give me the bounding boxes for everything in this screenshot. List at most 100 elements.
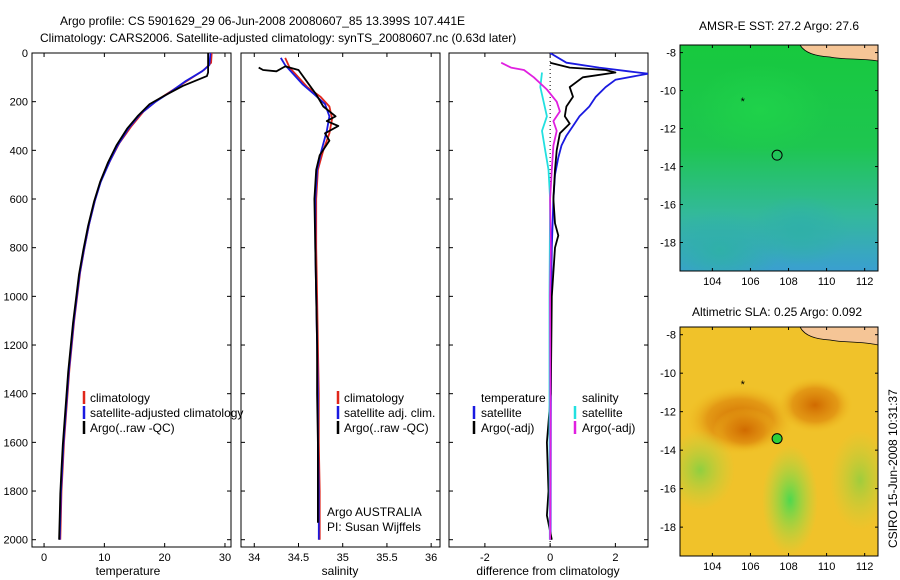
x-tick-label: 10 [98, 552, 110, 564]
legend-label-argo: Argo(..raw -QC) [344, 421, 429, 435]
legend-title-temperature: temperature [481, 391, 546, 405]
header-line-2: Climatology: CARS2006. Satellite-adjuste… [40, 31, 516, 45]
sla-high-patch [713, 408, 777, 452]
map-y-tick-label: -8 [666, 330, 676, 342]
map-y-tick-label: -16 [660, 200, 676, 212]
x-tick-label: 36 [425, 552, 437, 564]
sla-map-title: Altimetric SLA: 0.25 Argo: 0.092 [692, 305, 862, 319]
x-tick-label: -2 [480, 552, 490, 564]
sla-low-patch [680, 430, 735, 510]
depth-tick-label: 1200 [4, 340, 28, 352]
sla-map-field [680, 327, 878, 556]
sla-map-markers: * [741, 379, 783, 445]
depth-tick-label: 1600 [4, 437, 28, 449]
salinity-series [258, 57, 340, 540]
salinity-xlabel: salinity [322, 564, 359, 578]
series-line-temperature-satellite [549, 53, 648, 540]
legend-label-satellite: satellite adj. clim. [344, 406, 435, 420]
map-x-tick-label: 104 [703, 561, 721, 573]
difference-series [500, 53, 648, 540]
map-x-tick-label: 106 [741, 276, 759, 288]
depth-tick-label: 1800 [4, 486, 28, 498]
map-x-tick-label: 110 [818, 276, 836, 288]
depth-tick-label: 800 [10, 243, 28, 255]
float-start-marker: * [741, 96, 746, 108]
legend-label-argo: Argo(..raw -QC) [90, 421, 175, 435]
x-tick-label: 30 [219, 552, 231, 564]
series-line-salinity-argo-adj [500, 61, 561, 540]
temperature-x-axis: 0 10 20 30 [41, 53, 231, 564]
sla-map-frame [679, 326, 879, 557]
x-tick-label: 20 [159, 552, 171, 564]
land-mass [799, 327, 878, 346]
sst-map-field [680, 45, 878, 271]
legend-label-satellite: satellite-adjusted climatology [90, 406, 243, 420]
depth-tick-label: 600 [10, 194, 28, 206]
legend-label-climatology: climatology [90, 391, 150, 405]
temperature-legend: climatology satellite-adjusted climatolo… [82, 391, 243, 435]
salinity-plot-frame [240, 52, 441, 548]
depth-tick-label: 400 [10, 145, 28, 157]
map-x-tick-label: 110 [818, 561, 836, 573]
difference-xlabel: difference from climatology [476, 564, 619, 578]
series-line-climatology [284, 57, 333, 540]
legend-label-temp-argo: Argo(-adj) [481, 421, 534, 435]
x-tick-label: 34 [248, 552, 260, 564]
series-line-argo-raw-qc [58, 53, 209, 540]
map-x-tick-label: 112 [856, 276, 874, 288]
depth-tick-label: 2000 [4, 535, 28, 547]
salinity-legend: climatology satellite adj. clim. Argo(..… [327, 391, 435, 534]
sst-map-markers: * [741, 96, 783, 161]
profile-location-marker [771, 433, 783, 445]
map-y-tick-label: -18 [660, 238, 676, 250]
sla-high-patch [777, 377, 853, 433]
land-mass [799, 45, 878, 62]
x-tick-label: 35.5 [376, 552, 397, 564]
legend-title-salinity: salinity [582, 391, 619, 405]
map-y-tick-label: -14 [660, 445, 676, 457]
legend-label-climatology: climatology [344, 391, 404, 405]
depth-tick-label: 1000 [4, 291, 28, 303]
sla-map-axes: 104 106 108 110 112 -8 -10 -12 -14 -16 -18 [660, 327, 878, 573]
map-y-tick-label: -10 [660, 86, 676, 98]
map-y-tick-label: -8 [666, 48, 676, 60]
temperature-series [58, 53, 213, 540]
x-tick-label: 0 [41, 552, 47, 564]
sst-map-axes: 104 106 108 110 112 -8 -10 -12 -14 -16 -18 [660, 45, 878, 288]
x-tick-label: 0 [547, 552, 553, 564]
sla-low-patch [830, 430, 878, 530]
side-timestamp-label: CSIRO 15-Jun-2008 10:31:37 [886, 389, 900, 548]
legend-label-sal-satellite: satellite [582, 406, 623, 420]
profile-location-marker [771, 149, 783, 161]
sst-cool-patch [750, 195, 850, 265]
map-x-tick-label: 108 [779, 276, 797, 288]
depth-tick-label: 1400 [4, 389, 28, 401]
map-x-tick-label: 112 [856, 561, 874, 573]
footer-argo-australia: Argo AUSTRALIA [327, 505, 422, 519]
salinity-x-axis: 34 34.5 35 35.5 36 [248, 53, 437, 564]
map-x-tick-label: 108 [779, 561, 797, 573]
footer-pi: PI: Susan Wijffels [327, 520, 421, 534]
map-x-tick-label: 106 [741, 561, 759, 573]
difference-legend: temperature satellite Argo(-adj) salinit… [472, 391, 635, 435]
temperature-xlabel: temperature [96, 564, 161, 578]
depth-tick-label: 200 [10, 97, 28, 109]
depth-axis: 0 200 400 600 800 1000 1200 1400 1600 1800 2000 [4, 48, 648, 547]
float-start-marker: * [741, 379, 746, 391]
map-x-tick-label: 104 [703, 276, 721, 288]
map-y-tick-label: -16 [660, 484, 676, 496]
x-tick-label: 34.5 [288, 552, 309, 564]
map-y-tick-label: -10 [660, 368, 676, 380]
sla-low-patch [762, 445, 818, 555]
map-y-tick-label: -12 [660, 124, 676, 136]
map-y-tick-label: -14 [660, 162, 676, 174]
series-line-argo-raw-qc [258, 65, 340, 523]
sst-warm-patch [690, 65, 830, 155]
x-tick-label: 35 [337, 552, 349, 564]
temperature-plot-frame [31, 52, 232, 548]
header-line-1: Argo profile: CS 5901629_29 06-Jun-2008 … [60, 14, 465, 28]
sst-map-title: AMSR-E SST: 27.2 Argo: 27.6 [699, 19, 859, 33]
map-y-tick-label: -12 [660, 407, 676, 419]
legend-label-temp-satellite: satellite [481, 406, 522, 420]
